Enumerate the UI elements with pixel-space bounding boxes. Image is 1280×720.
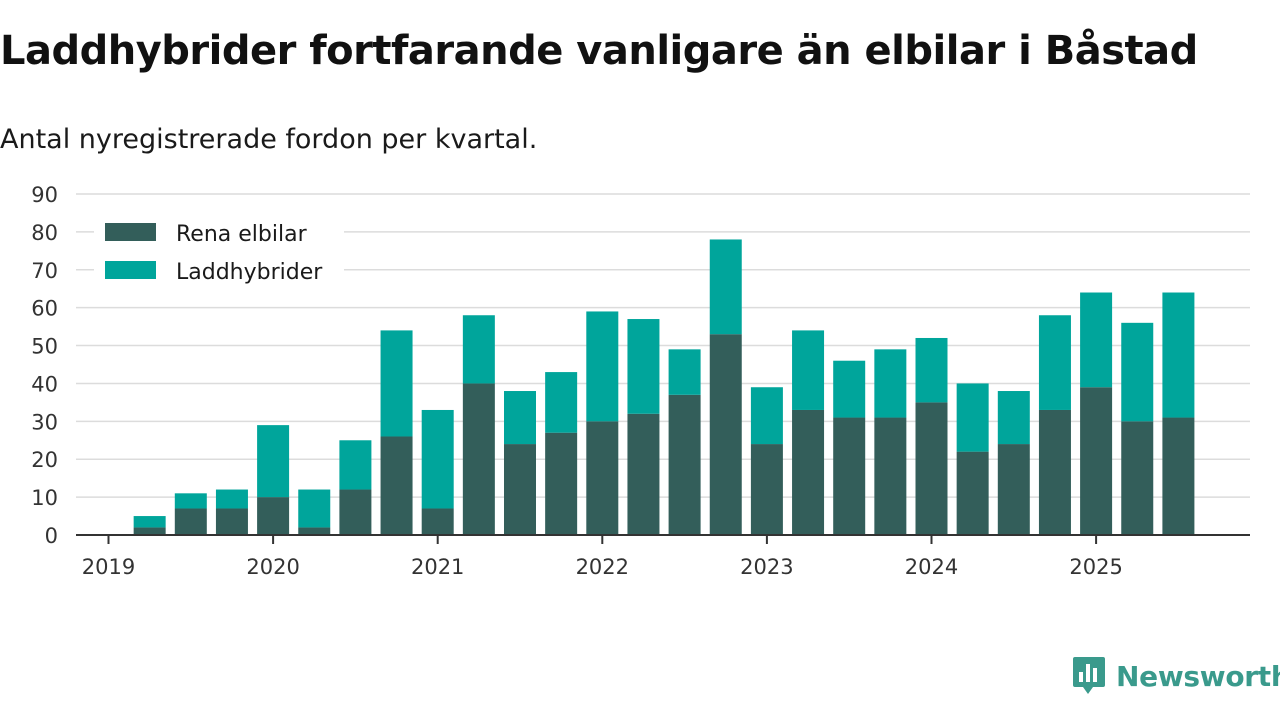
bar-segment-laddhybrider — [215, 489, 248, 509]
bar-segment-laddhybrider — [174, 493, 207, 509]
x-tick-label: 2022 — [576, 555, 629, 579]
chart-subtitle: Antal nyregistrerade fordon per kvartal. — [0, 124, 538, 155]
newsworthy-logo-icon — [1073, 657, 1105, 694]
y-tick-label: 0 — [45, 524, 58, 548]
bar-segment-rena-elbilar — [421, 508, 454, 535]
bar-segment-rena-elbilar — [586, 421, 619, 535]
bar-segment-rena-elbilar — [833, 417, 866, 535]
bar-segment-laddhybrider — [1038, 315, 1071, 410]
bar-segment-laddhybrider — [257, 425, 290, 498]
bar-segment-laddhybrider — [668, 349, 701, 395]
bar-segment-rena-elbilar — [215, 508, 248, 535]
bar-segment-laddhybrider — [586, 311, 619, 422]
y-tick-label: 70 — [31, 259, 58, 283]
bar-segment-laddhybrider — [133, 516, 166, 528]
bar-segment-laddhybrider — [709, 239, 742, 335]
bar-segment-rena-elbilar — [956, 451, 989, 535]
bar-segment-rena-elbilar — [504, 444, 536, 535]
x-tick-label: 2024 — [905, 555, 958, 579]
x-tick-label: 2025 — [1069, 555, 1122, 579]
bar-segment-rena-elbilar — [1080, 387, 1113, 535]
bar-segment-rena-elbilar — [709, 334, 742, 535]
bar-segment-laddhybrider — [545, 372, 578, 433]
bar-segment-laddhybrider — [915, 337, 948, 403]
bar-segment-laddhybrider — [421, 409, 454, 509]
bar-segment-rena-elbilar — [627, 413, 660, 535]
y-tick-label: 10 — [31, 486, 58, 510]
bar-segment-rena-elbilar — [133, 527, 166, 535]
bar-segment-rena-elbilar — [750, 444, 783, 535]
bar-segment-rena-elbilar — [874, 417, 907, 535]
y-axis-tick-labels: 0 10 20 30 40 50 60 70 80 90 — [31, 183, 58, 548]
bar-segment-laddhybrider — [997, 391, 1030, 445]
y-tick-label: 80 — [31, 221, 58, 245]
bar-segment-laddhybrider — [1080, 292, 1113, 388]
legend-label: Laddhybrider — [176, 260, 323, 285]
bar-segment-rena-elbilar — [380, 436, 413, 535]
bar-segment-rena-elbilar — [997, 444, 1030, 535]
bar-segment-laddhybrider — [462, 315, 495, 384]
bar-segment-laddhybrider — [627, 319, 660, 414]
y-tick-label: 30 — [31, 410, 58, 434]
y-tick-label: 50 — [31, 335, 58, 359]
legend-swatch — [105, 261, 156, 279]
bar-segment-laddhybrider — [874, 349, 907, 418]
bar-segment-laddhybrider — [750, 387, 783, 445]
bar-segment-rena-elbilar — [792, 409, 825, 535]
bar-segment-rena-elbilar — [1038, 409, 1071, 535]
bar-segment-rena-elbilar — [174, 508, 207, 535]
newsworthy-brand: Newsworthy — [1072, 656, 1280, 696]
bar-segment-laddhybrider — [1162, 292, 1195, 418]
legend: Rena elbilar Laddhybrider — [94, 211, 344, 297]
x-axis: 2019 2020 2021 2022 2023 2024 2025 — [76, 534, 1250, 579]
bar-segment-rena-elbilar — [298, 527, 331, 535]
y-tick-label: 60 — [31, 297, 58, 321]
bar-segment-laddhybrider — [792, 330, 825, 410]
bar-segment-laddhybrider — [1121, 322, 1154, 422]
bar-segment-laddhybrider — [833, 360, 866, 418]
y-tick-label: 40 — [31, 372, 58, 396]
bar-segment-laddhybrider — [956, 383, 989, 452]
bars — [133, 239, 1195, 535]
y-tick-label: 90 — [31, 183, 58, 207]
legend-label: Rena elbilar — [176, 222, 308, 247]
x-tick-label: 2021 — [411, 555, 464, 579]
x-tick-label: 2020 — [246, 555, 299, 579]
x-tick-label: 2019 — [82, 555, 135, 579]
bar-segment-rena-elbilar — [1121, 421, 1154, 535]
brand-name: Newsworthy — [1116, 659, 1280, 693]
bar-segment-laddhybrider — [339, 440, 372, 490]
bar-segment-rena-elbilar — [1162, 417, 1195, 535]
bar-segment-rena-elbilar — [257, 497, 290, 535]
x-tick-label: 2023 — [740, 555, 793, 579]
bar-segment-rena-elbilar — [339, 489, 372, 535]
chart-title: Laddhybrider fortfarande vanligare än el… — [0, 28, 1198, 74]
bar-segment-rena-elbilar — [668, 394, 701, 535]
legend-swatch — [105, 223, 156, 241]
bar-segment-laddhybrider — [298, 489, 331, 528]
bar-segment-laddhybrider — [504, 391, 536, 445]
bar-segment-rena-elbilar — [915, 402, 948, 535]
y-tick-label: 20 — [31, 448, 58, 472]
bar-segment-rena-elbilar — [545, 432, 578, 535]
bar-segment-laddhybrider — [380, 330, 413, 437]
bar-segment-rena-elbilar — [462, 383, 495, 535]
